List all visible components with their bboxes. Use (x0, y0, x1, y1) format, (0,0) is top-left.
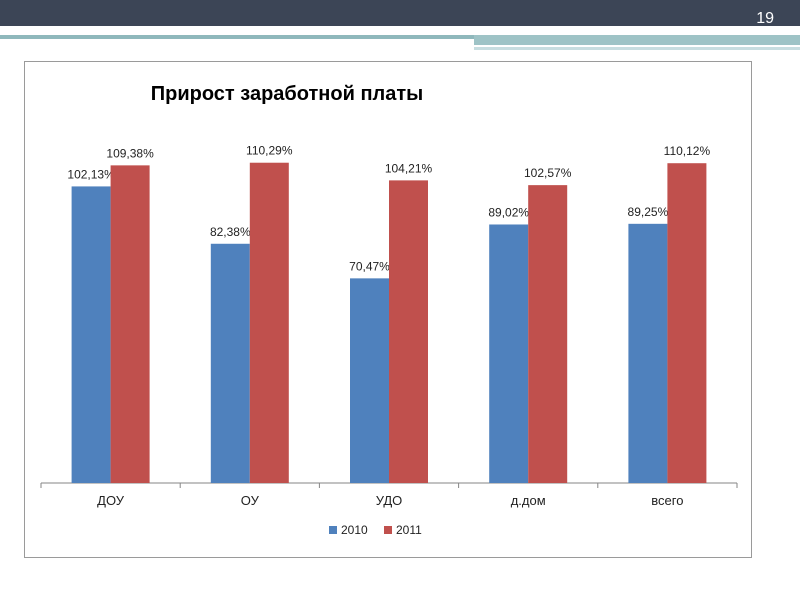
legend-label-2011: 2011 (396, 523, 422, 537)
chart-title: Прирост заработной платы (151, 83, 423, 105)
x-tick-label-доу: ДОУ (97, 493, 125, 508)
x-tick-label-оу: ОУ (241, 493, 260, 508)
data-label-2010-доу: 102,13% (67, 167, 115, 181)
bar-2010-доу (71, 186, 111, 483)
data-label-2010-удо: 70,47% (349, 259, 390, 273)
slide-header-bar: 19 (0, 0, 800, 27)
x-tick-label-д-дом: д.дом (511, 493, 546, 508)
data-label-2011-д-дом: 102,57% (524, 166, 572, 180)
legend-label-2010: 2010 (341, 523, 368, 537)
bar-2010-д-дом (489, 224, 529, 484)
chart-frame: Прирост заработной платы 102,13% 109,38% ДО… (24, 61, 752, 558)
data-label-2010-д-дом: 89,02% (488, 205, 529, 219)
bar-2010-оу (210, 243, 250, 483)
data-label-2010-оу: 82,38% (210, 225, 251, 239)
bar-2011-удо (389, 180, 428, 484)
deco-teal-line (0, 35, 800, 39)
data-label-2011-удо: 104,21% (385, 161, 433, 175)
legend-swatch-2011 (384, 526, 392, 534)
header-decoration (0, 35, 800, 50)
deco-light-line (474, 47, 800, 50)
data-label-2011-доу: 109,38% (106, 146, 154, 160)
deco-teal-block (474, 35, 800, 45)
data-label-2011-всего: 110,12% (664, 144, 711, 158)
legend-swatch-2010 (329, 526, 337, 534)
bar-2010-всего (628, 223, 668, 483)
bar-2011-доу (110, 165, 150, 483)
data-label-2010-всего: 89,25% (628, 205, 669, 219)
bar-2010-удо (350, 278, 389, 483)
bar-2011-д-дом (528, 185, 568, 483)
bar-2011-оу (249, 162, 289, 483)
slide-number: 19 (756, 10, 774, 27)
x-tick-label-удо: УДО (376, 493, 403, 508)
x-tick-label-всего: всего (651, 493, 683, 508)
bar-chart: Прирост заработной платы 102,13% 109,38% ДО… (40, 83, 738, 537)
bar-2011-всего (667, 163, 707, 483)
data-label-2011-оу: 110,29% (246, 144, 293, 158)
